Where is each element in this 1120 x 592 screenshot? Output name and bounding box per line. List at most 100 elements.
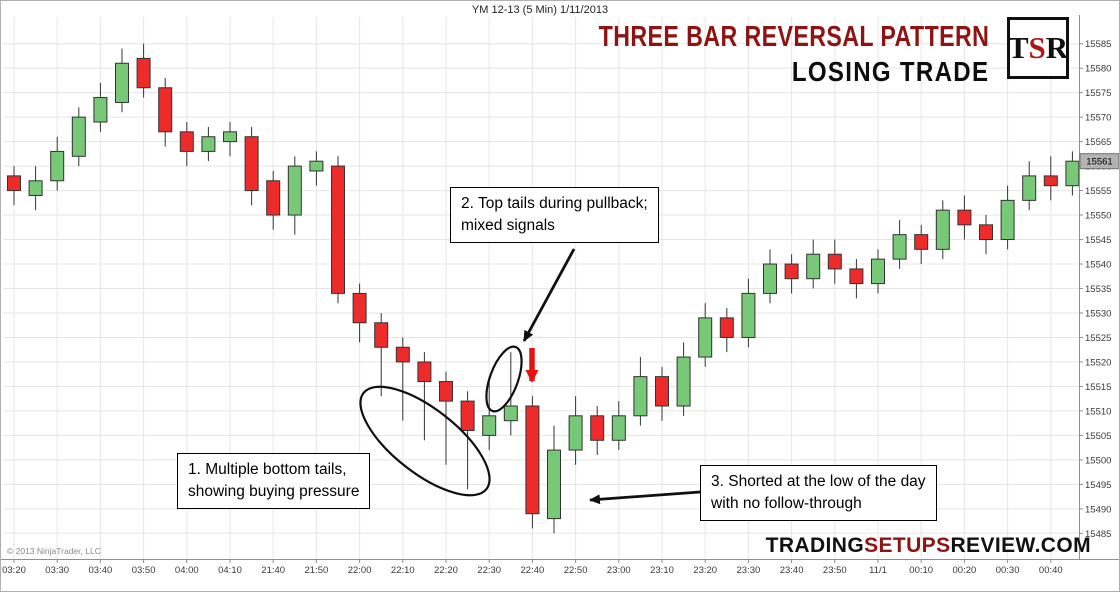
candle-00:00 [871,249,885,294]
time-label: 22:20 [434,565,458,576]
note1-line1: 1. Multiple bottom tails, [188,461,347,478]
candle-23:15 [676,342,691,416]
candle-00:15 [935,200,950,260]
time-label: 22:50 [564,565,588,576]
last-price-box [1079,153,1119,170]
time-label: 23:20 [693,565,717,576]
time-label: 04:10 [218,565,242,576]
candle-23:55 [849,259,864,299]
note3-arrow [589,490,701,505]
candle-22:00 [352,283,367,343]
time-label: 22:30 [477,565,501,576]
time-label: 00:10 [909,565,933,576]
trade-title: LOSING TRADE [791,55,989,87]
top-tails-ellipse [485,345,523,413]
note1-line2: showing buying pressure [188,483,360,500]
time-label: 04:00 [175,565,199,576]
price-label: 15585 [1085,39,1111,50]
price-label: 15545 [1085,235,1111,246]
time-label: 22:10 [391,565,415,576]
candle-00:10 [914,224,929,265]
time-label: 03:20 [2,565,26,576]
time-label: 21:50 [305,565,329,576]
time-label: 00:20 [953,565,977,576]
price-label: 15495 [1085,480,1111,491]
candle-00:20 [957,195,972,240]
price-label: 15510 [1085,406,1111,417]
candle-22:05 [374,312,389,397]
candle-00:05 [892,219,907,269]
time-label: 22:00 [348,565,372,576]
time-label: 03:50 [132,565,156,576]
price-label: 15485 [1085,529,1111,540]
candle-21:55 [331,156,345,304]
price-label: 15490 [1085,504,1111,515]
header-titles: THREE BAR REVERSAL PATTERN LOSING TRADE [501,21,989,88]
price-label: 15540 [1085,260,1111,271]
candle-23:50 [827,239,842,284]
note-bottom-tails: 1. Multiple bottom tails, showing buying… [177,453,371,509]
time-label: 23:10 [650,565,674,576]
candle-00:45 [1065,151,1080,196]
ninjatrader-copyright: © 2013 NinjaTrader, LLC [7,546,101,556]
price-label: 15565 [1085,137,1111,148]
candle-03:25 [28,166,43,211]
candle-22:40 [525,396,540,529]
last-price-label: 15561 [1086,157,1112,168]
time-label: 11/1 [869,565,887,576]
note3-line2: with no follow-through [711,495,862,512]
candlesticks [7,43,1080,534]
candle-04:15 [244,126,259,206]
candle-23:30 [741,278,756,348]
price-label: 15530 [1085,308,1111,319]
candle-23:45 [806,239,821,289]
price-label: 15525 [1085,333,1111,344]
candle-22:45 [547,425,561,534]
chart-title: YM 12-13 (5 Min) 1/11/2013 [471,4,609,16]
note2-line2: mixed signals [461,217,555,234]
candle-22:15 [417,352,432,441]
candle-00:25 [979,215,993,255]
time-label: 23:40 [780,565,804,576]
note3-line1: 3. Shorted at the low of the day [711,473,926,490]
time-label: 03:40 [89,565,113,576]
candle-03:30 [50,136,65,191]
candle-03:35 [71,107,86,167]
candle-00:30 [1000,185,1015,250]
brand-trading: TRADING [765,534,865,557]
price-label: 15550 [1085,211,1111,222]
candle-00:35 [1022,161,1037,211]
price-label: 15520 [1085,357,1111,368]
price-label: 15505 [1085,431,1111,442]
note-top-tails: 2. Top tails during pullback; mixed sign… [450,187,659,243]
pattern-title: THREE BAR REVERSAL PATTERN [598,21,989,53]
annotation-shapes [359,248,701,505]
brand-setups: SETUPS [864,534,951,557]
time-label: 22:40 [521,565,545,576]
candle-00:40 [1043,156,1058,201]
candle-03:55 [158,77,173,147]
time-label: 00:30 [996,565,1020,576]
candle-23:20 [698,303,713,367]
candle-22:35 [503,352,518,436]
logo-letter-t: T [1007,30,1029,65]
candle-23:00 [611,401,626,451]
time-label: 00:40 [1039,565,1063,576]
candle-23:40 [784,254,799,294]
candle-04:05 [201,126,216,162]
time-label: 03:30 [45,565,69,576]
candle-22:50 [568,396,583,465]
candle-04:10 [223,122,237,157]
candle-22:55 [590,406,605,455]
logo-letter-r: R [1045,30,1069,65]
candle-23:05 [633,357,648,426]
time-label: 21:40 [261,565,285,576]
time-label: 23:30 [737,565,761,576]
note2-arrow [522,248,576,342]
time-label: 23:00 [607,565,631,576]
note-shorted-low: 3. Shorted at the low of the day with no… [700,465,937,521]
note2-line1: 2. Top tails during pullback; [461,195,648,212]
